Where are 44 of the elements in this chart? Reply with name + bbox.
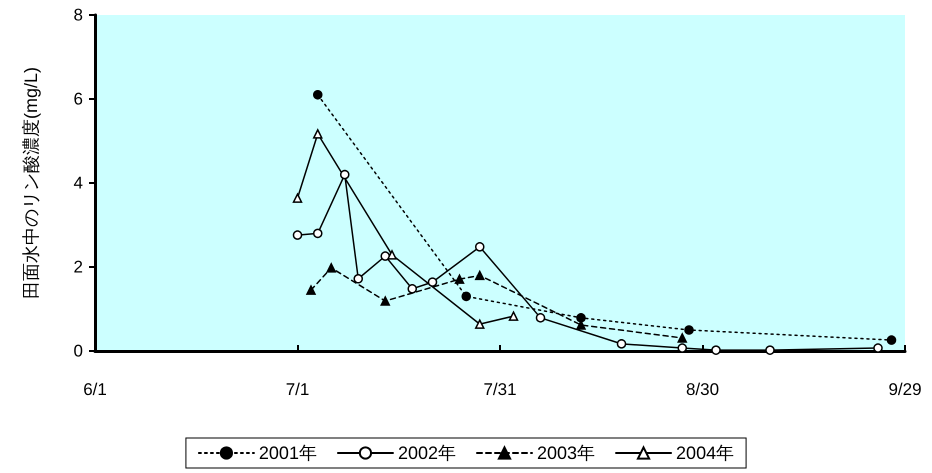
point — [380, 296, 390, 306]
point — [536, 313, 546, 323]
point — [326, 263, 336, 273]
point — [711, 345, 721, 355]
point — [454, 274, 464, 284]
x-tick-label: 7/1 — [286, 380, 310, 399]
point — [678, 343, 687, 353]
y-tick-label: 0 — [74, 342, 83, 360]
point — [354, 274, 363, 284]
point — [428, 277, 438, 287]
y-tick-label: 2 — [74, 258, 83, 276]
point — [313, 228, 322, 238]
y-axis-title: 田面水中のリン酸濃度(mg/L) — [21, 66, 41, 300]
x-tick-label: 8/30 — [686, 380, 720, 399]
y-tick-label: 4 — [74, 174, 83, 192]
point — [313, 129, 322, 139]
legend-label: 2002年 — [398, 443, 456, 463]
point — [387, 250, 397, 260]
point — [475, 319, 484, 329]
point — [462, 292, 471, 302]
y-tick-label: 6 — [74, 90, 83, 108]
point — [765, 345, 775, 355]
point — [340, 170, 350, 180]
x-tick-label: 7/31 — [483, 380, 517, 399]
point — [684, 325, 694, 335]
legend-label: 2004年 — [676, 443, 734, 463]
point — [508, 311, 518, 321]
point — [292, 193, 302, 203]
point — [475, 270, 484, 280]
point — [616, 339, 626, 349]
legend-label: 2003年 — [537, 443, 596, 463]
point — [678, 333, 687, 343]
x-tick-label: 6/1 — [83, 380, 107, 399]
y-tick-label: 8 — [74, 6, 83, 24]
point — [292, 230, 302, 240]
point — [475, 242, 484, 252]
point — [313, 90, 322, 100]
point — [408, 284, 417, 294]
legend-label: 2001年 — [258, 443, 317, 463]
x-tick-label: 9/29 — [888, 380, 922, 399]
point — [576, 313, 586, 323]
point — [886, 335, 896, 345]
point — [873, 343, 883, 353]
point — [306, 285, 316, 295]
